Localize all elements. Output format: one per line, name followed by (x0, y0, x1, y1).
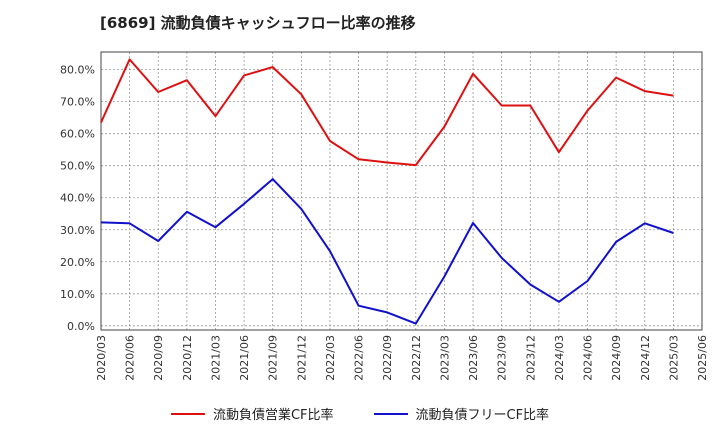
x-tick-label: 2021/09 (267, 335, 280, 381)
x-tick-label: 2021/06 (238, 335, 251, 381)
x-tick-label: 2025/03 (667, 335, 680, 381)
y-tick-label: 10.0% (60, 288, 95, 301)
x-tick-label: 2023/06 (467, 335, 480, 381)
y-tick-label: 30.0% (60, 224, 95, 237)
y-tick-label: 20.0% (60, 256, 95, 269)
x-tick-label: 2020/12 (181, 335, 194, 381)
legend-swatch-free-cf (373, 412, 408, 415)
legend-item-free-cf: 流動負債フリーCF比率 (373, 404, 550, 423)
x-tick-label: 2022/09 (381, 335, 394, 381)
x-tick-label: 2023/03 (438, 335, 451, 381)
y-tick-label: 70.0% (60, 96, 95, 109)
y-tick-label: 80.0% (60, 64, 95, 77)
x-tick-label: 2023/09 (496, 335, 509, 381)
x-tick-label: 2020/03 (95, 335, 108, 381)
x-tick-label: 2024/06 (582, 335, 595, 381)
y-tick-label: 50.0% (60, 160, 95, 173)
y-tick-label: 0.0% (67, 320, 95, 333)
series-line-0 (100, 58, 674, 167)
x-tick-label: 2021/12 (295, 335, 308, 381)
x-tick-label: 2020/09 (152, 335, 165, 381)
x-tick-label: 2024/03 (553, 335, 566, 381)
plot-frame (100, 51, 703, 331)
x-tick-label: 2022/12 (410, 335, 423, 381)
x-tick-label: 2023/12 (524, 335, 537, 381)
x-tick-label: 2020/06 (124, 335, 137, 381)
legend-item-operating-cf: 流動負債営業CF比率 (170, 404, 334, 423)
legend-label-free-cf: 流動負債フリーCF比率 (415, 408, 550, 423)
x-tick-label: 2024/12 (639, 335, 652, 381)
legend: 流動負債営業CF比率 流動負債フリーCF比率 (0, 404, 720, 423)
chart-title: [6869] 流動負債キャッシュフロー比率の推移 (100, 14, 416, 32)
legend-label-operating-cf: 流動負債営業CF比率 (212, 408, 334, 423)
legend-swatch-operating-cf (170, 412, 205, 415)
series-line-1 (100, 178, 674, 325)
x-tick-label: 2024/09 (610, 335, 623, 381)
x-tick-label: 2025/06 (696, 335, 709, 381)
y-tick-label: 60.0% (60, 128, 95, 141)
y-tick-label: 40.0% (60, 192, 95, 205)
x-tick-label: 2021/03 (209, 335, 222, 381)
x-tick-label: 2022/06 (353, 335, 366, 381)
x-tick-label: 2022/03 (324, 335, 337, 381)
